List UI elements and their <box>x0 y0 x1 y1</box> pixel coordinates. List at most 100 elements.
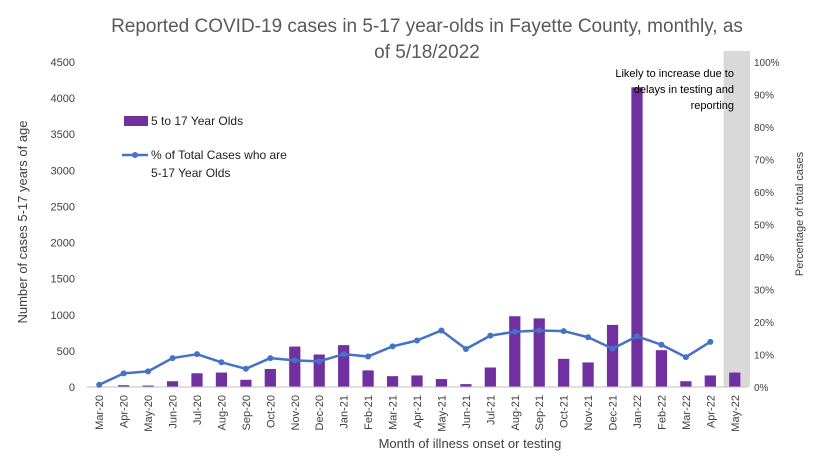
x-tick-label: Sep-20 <box>241 395 253 430</box>
y2-tick-label: 50% <box>754 221 774 232</box>
legend-bar-swatch <box>124 116 148 126</box>
point-Dec-21 <box>609 345 616 352</box>
y2-tick-label: 80% <box>754 123 774 134</box>
point-Jan-22 <box>634 333 640 340</box>
y-tick-label: 4500 <box>51 57 75 69</box>
point-Jul-20 <box>194 351 200 358</box>
y-tick-label: 2500 <box>51 201 75 213</box>
y-axis-right-title: Percentage of total cases <box>794 151 806 276</box>
y2-tick-label: 0% <box>754 383 769 394</box>
annotation-line-2: delays in testing and <box>634 84 734 96</box>
point-Feb-22 <box>658 341 665 348</box>
point-Sep-20 <box>242 365 249 372</box>
y2-tick-label: 10% <box>754 351 774 362</box>
point-Dec-20 <box>316 358 323 365</box>
bar-May-20 <box>142 385 154 387</box>
x-tick-label: Apr-21 <box>412 395 424 428</box>
annotation-line-1: Likely to increase due to <box>615 68 734 80</box>
bar-Jul-20 <box>191 373 203 387</box>
point-Aug-21 <box>511 328 518 335</box>
x-axis-ticks: Mar-20 Apr-20 May-20 Jun-20 Jul-20 Aug-20 Sep-… <box>94 395 742 432</box>
y2-tick-label: 60% <box>754 188 774 199</box>
x-tick-label: May-20 <box>143 395 155 432</box>
bar-May-21 <box>435 379 448 387</box>
y2-tick-label: 30% <box>754 286 774 297</box>
bar-Jan-22 <box>631 87 643 388</box>
point-Feb-21 <box>365 353 372 360</box>
point-Mar-20 <box>96 381 103 388</box>
bar-Feb-21 <box>362 370 374 387</box>
y-tick-label: 3000 <box>51 165 75 177</box>
chart-title-line-1: Reported COVID-19 cases in 5-17 year-old… <box>111 16 743 37</box>
x-tick-label: Aug-21 <box>510 395 522 430</box>
bar-Mar-22 <box>680 381 692 387</box>
x-tick-label: Feb-22 <box>656 395 668 430</box>
x-tick-label: Jun-20 <box>168 395 180 429</box>
bar-Nov-21 <box>582 362 594 387</box>
point-Apr-21 <box>414 337 420 344</box>
x-tick-label: Dec-21 <box>608 395 620 430</box>
bar-Dec-21 <box>606 324 619 387</box>
point-Apr-22 <box>707 338 714 345</box>
y-tick-label: 3500 <box>51 129 75 141</box>
point-Jun-20 <box>169 355 176 362</box>
bar-Jun-20 <box>166 381 179 387</box>
point-Aug-20 <box>218 359 225 366</box>
x-tick-label: Apr-22 <box>705 395 717 428</box>
y2-tick-label: 100% <box>754 58 780 69</box>
bar-Jan-21 <box>338 345 350 387</box>
point-Apr-20 <box>120 370 127 377</box>
x-tick-label: Jun-21 <box>461 395 473 429</box>
bar-Sep-21 <box>533 318 545 387</box>
x-axis-title: Month of illness onset or testing <box>379 436 562 451</box>
annotation: Likely to increase due to delays in test… <box>615 68 734 112</box>
legend-line-label-2: 5-17 Year Olds <box>151 166 230 180</box>
x-tick-label: Oct-20 <box>265 395 277 428</box>
x-tick-label: Nov-21 <box>583 395 595 430</box>
shaded-incomplete-month <box>723 51 750 387</box>
x-tick-label: Jul-20 <box>192 395 204 425</box>
y2-tick-label: 40% <box>754 253 774 264</box>
bar-Oct-20 <box>264 368 276 387</box>
y-tick-label: 1000 <box>51 310 75 322</box>
point-Jan-21 <box>340 351 347 358</box>
bar-Apr-22 <box>704 375 716 387</box>
y-axis-right-ticks: 0% 10% 20% 30% 40% 50% 60% 70% 80% 90% 100% <box>754 58 780 394</box>
x-tick-label: Apr-20 <box>119 395 131 428</box>
y-tick-label: 500 <box>57 346 75 358</box>
legend-bar-label: 5 to 17 Year Olds <box>151 114 243 128</box>
bar-May-22 <box>729 372 741 387</box>
bar-Jul-21 <box>484 367 496 387</box>
point-Oct-21 <box>560 328 567 335</box>
y2-tick-label: 20% <box>754 318 774 329</box>
x-tick-label: Feb-21 <box>363 395 375 430</box>
x-tick-label: Jan-21 <box>339 395 351 429</box>
point-Oct-20 <box>267 355 274 362</box>
y2-tick-label: 70% <box>754 156 774 167</box>
legend: 5 to 17 Year Olds % of Total Cases who a… <box>122 114 287 180</box>
y-axis-left-ticks: 0 500 1000 1500 2000 2500 3000 3500 4000 4500 <box>51 57 75 394</box>
x-tick-label: May-21 <box>436 395 448 432</box>
x-tick-label: Sep-21 <box>534 395 546 430</box>
bar-Apr-21 <box>411 375 423 387</box>
x-tick-label: Oct-21 <box>559 395 571 428</box>
bar-Aug-20 <box>215 372 228 387</box>
x-tick-label: Mar-21 <box>388 395 400 430</box>
point-Sep-21 <box>536 327 543 334</box>
y-tick-label: 0 <box>69 382 75 394</box>
point-May-20 <box>145 368 152 375</box>
bar-series <box>93 87 741 388</box>
point-Nov-21 <box>585 334 592 341</box>
percent-line-markers <box>96 327 714 388</box>
bar-Sep-20 <box>240 379 252 387</box>
x-tick-label: Jan-22 <box>632 395 644 429</box>
y-tick-label: 4000 <box>51 93 75 105</box>
x-tick-label: Mar-20 <box>94 395 106 430</box>
point-May-21 <box>438 327 445 334</box>
y-tick-label: 1500 <box>51 274 75 286</box>
percent-line <box>98 329 711 386</box>
x-tick-label: Nov-20 <box>290 395 302 430</box>
point-Mar-21 <box>389 343 396 350</box>
chart-title-line-2: of 5/18/2022 <box>374 42 480 63</box>
bar-Jun-21 <box>460 384 472 387</box>
